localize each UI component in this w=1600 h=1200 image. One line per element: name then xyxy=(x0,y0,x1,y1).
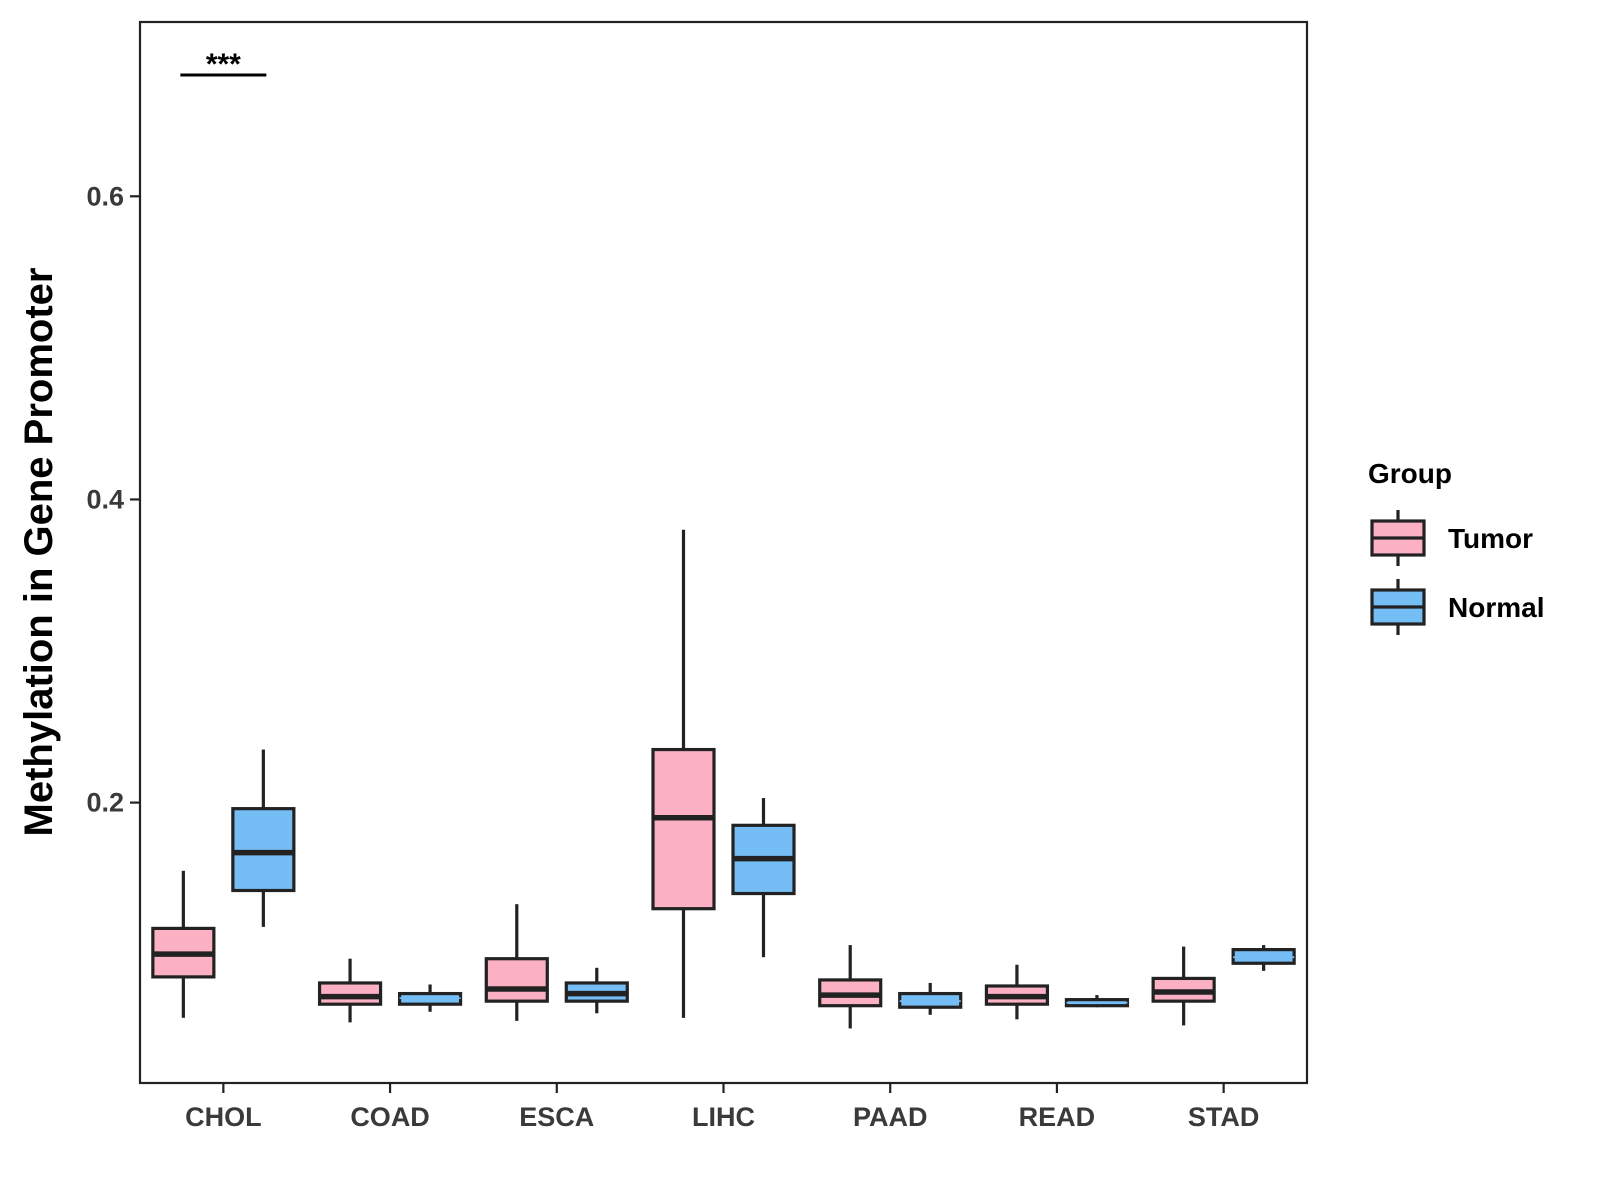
annotations: *** xyxy=(180,48,267,81)
box-body xyxy=(651,747,716,911)
legend-label-tumor: Tumor xyxy=(1448,523,1533,554)
box-tumor-lihc xyxy=(651,529,716,1018)
y-tick-label: 0.6 xyxy=(86,181,124,211)
box-body xyxy=(484,957,549,1003)
plot-panel xyxy=(138,20,1309,1085)
legend-key-tumor xyxy=(1370,510,1426,566)
box-tumor-coad xyxy=(317,958,383,1023)
legend-key-normal xyxy=(1370,579,1426,635)
box-normal-coad xyxy=(397,984,463,1012)
box-normal-stad xyxy=(1231,945,1296,971)
x-tick-label: STAD xyxy=(1188,1102,1260,1132)
x-tick-label: LIHC xyxy=(692,1102,755,1132)
legend: Group Tumor Normal xyxy=(1368,458,1544,635)
box-body xyxy=(231,807,296,893)
box-tumor-chol xyxy=(151,870,216,1018)
box-tumor-paad xyxy=(818,945,883,1029)
box-tumor-read xyxy=(984,964,1050,1020)
x-tick-label: PAAD xyxy=(853,1102,928,1132)
x-tick-label: CHOL xyxy=(185,1102,262,1132)
y-axis: 0.2 0.4 0.6 xyxy=(86,181,140,818)
x-tick-label: ESCA xyxy=(519,1102,594,1132)
significance-label: *** xyxy=(206,48,241,81)
y-tick-label: 0.4 xyxy=(86,484,124,514)
x-axis: CHOL COAD ESCA LIHC PAAD READ STAD xyxy=(185,1083,1259,1132)
x-tick-label: COAD xyxy=(350,1102,430,1132)
box-normal-chol xyxy=(231,749,296,927)
legend-title: Group xyxy=(1368,458,1452,489)
box-series xyxy=(151,529,1296,1029)
box-normal-paad xyxy=(898,982,963,1015)
box-normal-lihc xyxy=(731,798,796,958)
box-tumor-esca xyxy=(484,904,549,1021)
y-tick-label: 0.2 xyxy=(86,788,124,818)
box-normal-read xyxy=(1064,995,1130,1008)
box-tumor-stad xyxy=(1151,946,1216,1026)
box-body xyxy=(317,981,383,1006)
y-axis-title: Methylation in Gene Promoter xyxy=(17,268,61,837)
x-tick-label: READ xyxy=(1019,1102,1096,1132)
box-normal-esca xyxy=(564,967,629,1014)
legend-label-normal: Normal xyxy=(1448,592,1544,623)
